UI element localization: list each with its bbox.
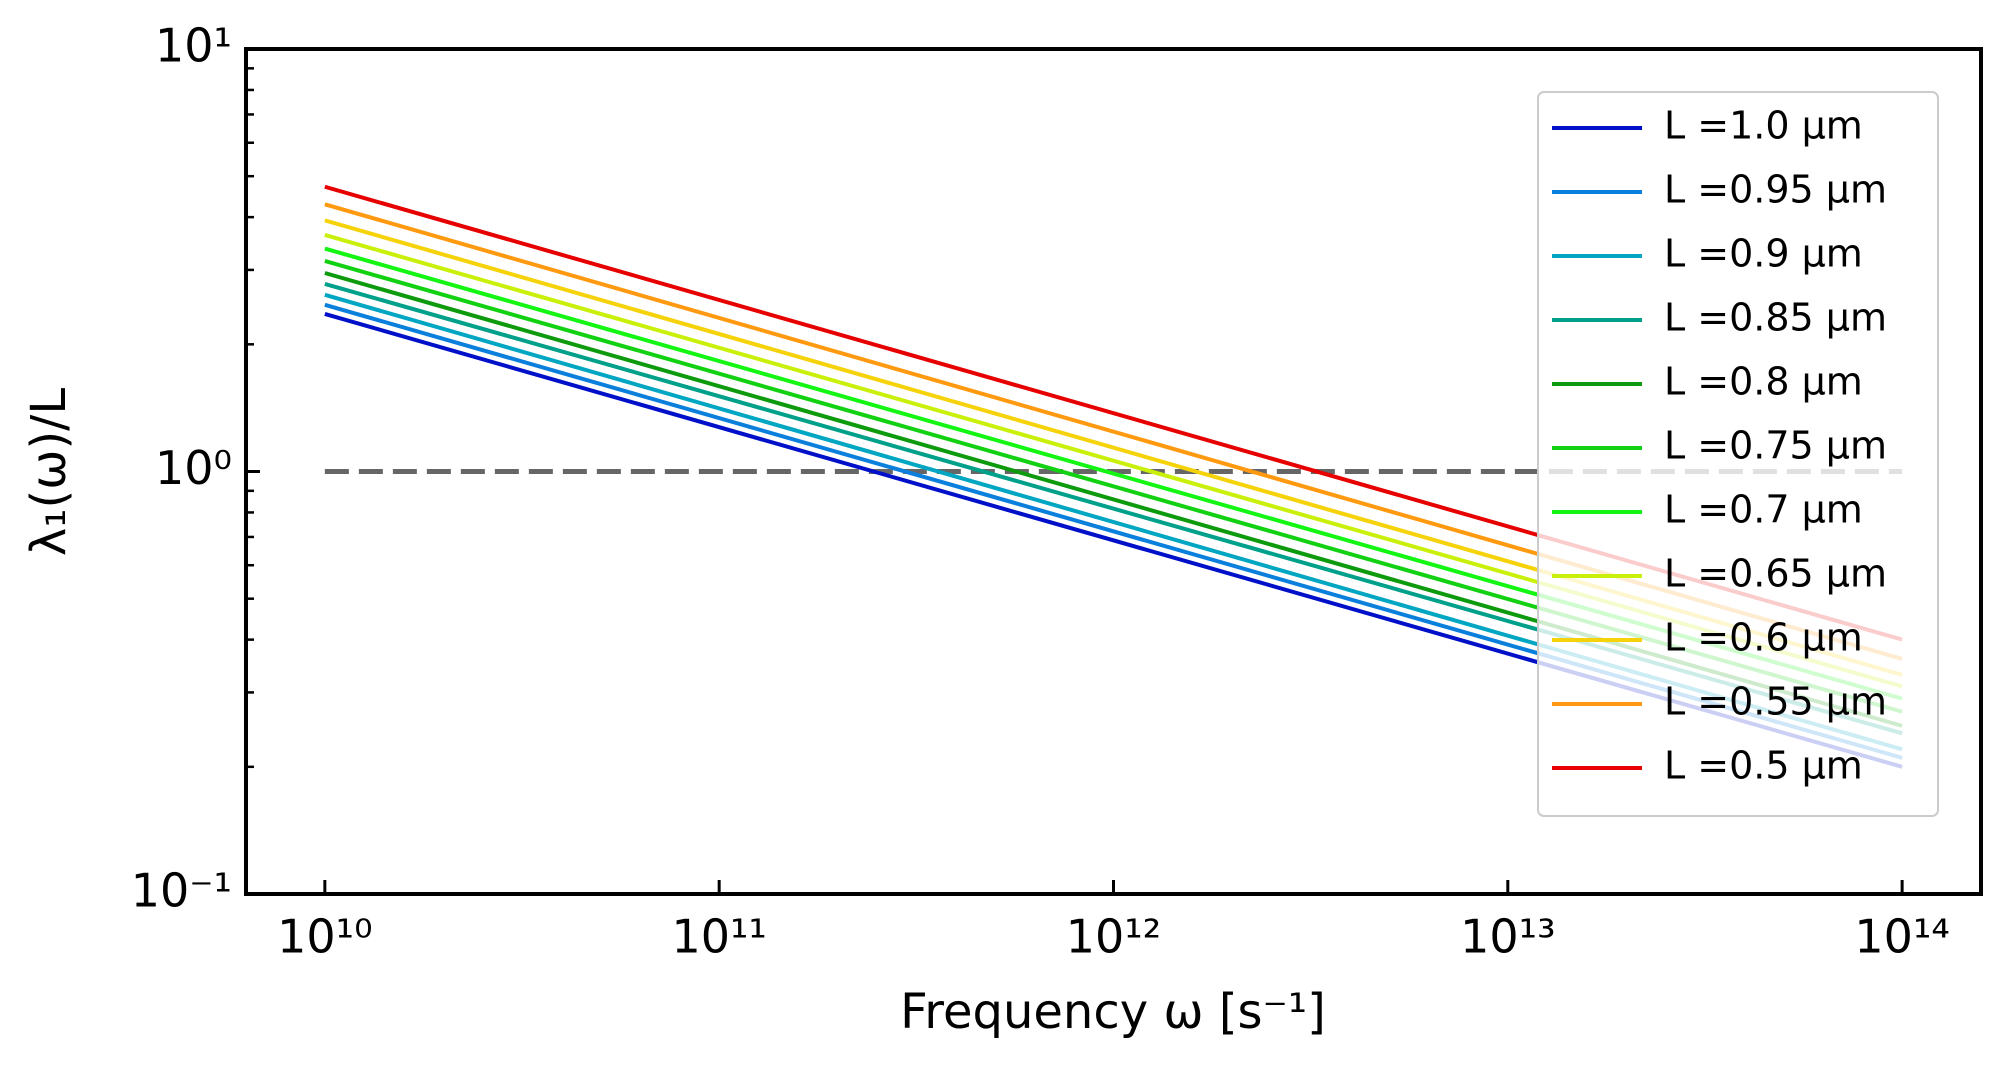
legend-label: L =0.5 μm xyxy=(1664,744,1863,788)
legend-label: L =0.9 μm xyxy=(1664,232,1863,276)
legend-label: L =0.7 μm xyxy=(1664,488,1863,532)
legend: L =1.0 μm L =0.95 μm L =0.9 μm L =0.85 μm L … xyxy=(1537,91,1939,817)
x-tick-label: 10¹² xyxy=(1066,910,1161,964)
legend-label: L =0.65 μm xyxy=(1664,552,1887,596)
x-tick-label: 10¹¹ xyxy=(671,910,766,964)
legend-label: L =0.75 μm xyxy=(1664,424,1887,468)
x-tick-label: 10¹⁴ xyxy=(1854,910,1949,964)
y-tick-label: 10⁻¹ xyxy=(131,864,232,918)
legend-box xyxy=(1537,91,1939,817)
legend-label: L =1.0 μm xyxy=(1664,104,1863,148)
x-tick-label: 10¹⁰ xyxy=(277,910,372,964)
y-tick-label: 10¹ xyxy=(155,19,232,73)
y-tick-label: 10⁰ xyxy=(155,441,232,495)
x-axis-label: Frequency ω [s⁻¹] xyxy=(900,984,1326,1040)
legend-label: L =0.85 μm xyxy=(1664,296,1887,340)
plot-frame xyxy=(244,47,1983,896)
y-axis-label: λ₁(ω)/L xyxy=(21,388,77,556)
legend-label: L =0.6 μm xyxy=(1664,616,1863,660)
x-tick-label: 10¹³ xyxy=(1460,910,1555,964)
legend-label: L =0.55 μm xyxy=(1664,680,1887,724)
legend-label: L =0.95 μm xyxy=(1664,168,1887,212)
legend-label: L =0.8 μm xyxy=(1664,360,1863,404)
